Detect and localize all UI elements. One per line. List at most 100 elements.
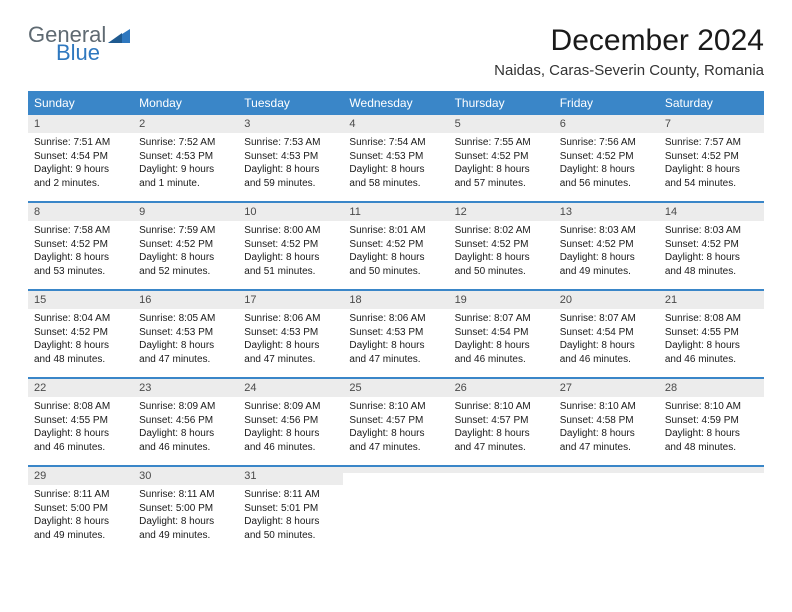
daylight-text: Daylight: 8 hours and 49 minutes.	[34, 515, 127, 542]
day-body: Sunrise: 7:58 AMSunset: 4:52 PMDaylight:…	[28, 221, 133, 284]
day-cell: 17Sunrise: 8:06 AMSunset: 4:53 PMDayligh…	[238, 291, 343, 377]
sunset-text: Sunset: 4:52 PM	[560, 238, 653, 252]
sunset-text: Sunset: 4:53 PM	[244, 326, 337, 340]
logo-blue-text: Blue	[56, 42, 130, 64]
sunset-text: Sunset: 4:55 PM	[665, 326, 758, 340]
day-cell: 6Sunrise: 7:56 AMSunset: 4:52 PMDaylight…	[554, 115, 659, 201]
day-cell: 9Sunrise: 7:59 AMSunset: 4:52 PMDaylight…	[133, 203, 238, 289]
sunset-text: Sunset: 4:52 PM	[560, 150, 653, 164]
daylight-text: Daylight: 8 hours and 46 minutes.	[139, 427, 232, 454]
day-number: 10	[238, 203, 343, 221]
daylight-text: Daylight: 8 hours and 54 minutes.	[665, 163, 758, 190]
sunrise-text: Sunrise: 7:58 AM	[34, 224, 127, 238]
day-body: Sunrise: 8:09 AMSunset: 4:56 PMDaylight:…	[133, 397, 238, 460]
day-number: 16	[133, 291, 238, 309]
sunrise-text: Sunrise: 7:55 AM	[455, 136, 548, 150]
day-cell: 3Sunrise: 7:53 AMSunset: 4:53 PMDaylight…	[238, 115, 343, 201]
sunrise-text: Sunrise: 7:54 AM	[349, 136, 442, 150]
sunrise-text: Sunrise: 8:07 AM	[560, 312, 653, 326]
sunset-text: Sunset: 4:52 PM	[455, 238, 548, 252]
sunset-text: Sunset: 5:01 PM	[244, 502, 337, 516]
day-body: Sunrise: 7:56 AMSunset: 4:52 PMDaylight:…	[554, 133, 659, 196]
day-number: 7	[659, 115, 764, 133]
week-row: 8Sunrise: 7:58 AMSunset: 4:52 PMDaylight…	[28, 203, 764, 291]
day-number: 2	[133, 115, 238, 133]
day-body: Sunrise: 8:10 AMSunset: 4:57 PMDaylight:…	[343, 397, 448, 460]
day-number: 15	[28, 291, 133, 309]
day-number: 4	[343, 115, 448, 133]
daylight-text: Daylight: 8 hours and 46 minutes.	[665, 339, 758, 366]
sunset-text: Sunset: 4:52 PM	[139, 238, 232, 252]
day-body	[343, 473, 448, 482]
day-number: 29	[28, 467, 133, 485]
sunset-text: Sunset: 4:58 PM	[560, 414, 653, 428]
day-number: 26	[449, 379, 554, 397]
sunrise-text: Sunrise: 8:09 AM	[244, 400, 337, 414]
daylight-text: Daylight: 8 hours and 47 minutes.	[244, 339, 337, 366]
day-body: Sunrise: 8:08 AMSunset: 4:55 PMDaylight:…	[28, 397, 133, 460]
sunset-text: Sunset: 4:56 PM	[139, 414, 232, 428]
day-body: Sunrise: 8:04 AMSunset: 4:52 PMDaylight:…	[28, 309, 133, 372]
day-number: 1	[28, 115, 133, 133]
day-cell: 24Sunrise: 8:09 AMSunset: 4:56 PMDayligh…	[238, 379, 343, 465]
week-row: 29Sunrise: 8:11 AMSunset: 5:00 PMDayligh…	[28, 467, 764, 553]
day-number: 25	[343, 379, 448, 397]
day-body: Sunrise: 7:54 AMSunset: 4:53 PMDaylight:…	[343, 133, 448, 196]
daylight-text: Daylight: 8 hours and 47 minutes.	[455, 427, 548, 454]
sunrise-text: Sunrise: 8:05 AM	[139, 312, 232, 326]
sunrise-text: Sunrise: 8:00 AM	[244, 224, 337, 238]
header: General Blue December 2024 Naidas, Caras…	[28, 24, 764, 79]
sunset-text: Sunset: 4:52 PM	[665, 238, 758, 252]
daylight-text: Daylight: 8 hours and 50 minutes.	[244, 515, 337, 542]
sunrise-text: Sunrise: 7:53 AM	[244, 136, 337, 150]
day-body	[659, 473, 764, 482]
sunset-text: Sunset: 4:53 PM	[244, 150, 337, 164]
day-body: Sunrise: 8:02 AMSunset: 4:52 PMDaylight:…	[449, 221, 554, 284]
week-row: 22Sunrise: 8:08 AMSunset: 4:55 PMDayligh…	[28, 379, 764, 467]
daylight-text: Daylight: 8 hours and 48 minutes.	[34, 339, 127, 366]
day-cell	[343, 467, 448, 553]
title-location: Naidas, Caras-Severin County, Romania	[494, 62, 764, 79]
day-number: 20	[554, 291, 659, 309]
day-body: Sunrise: 8:07 AMSunset: 4:54 PMDaylight:…	[554, 309, 659, 372]
day-body: Sunrise: 7:53 AMSunset: 4:53 PMDaylight:…	[238, 133, 343, 196]
day-body: Sunrise: 8:00 AMSunset: 4:52 PMDaylight:…	[238, 221, 343, 284]
sunrise-text: Sunrise: 8:11 AM	[139, 488, 232, 502]
week-row: 15Sunrise: 8:04 AMSunset: 4:52 PMDayligh…	[28, 291, 764, 379]
day-body: Sunrise: 8:10 AMSunset: 4:57 PMDaylight:…	[449, 397, 554, 460]
day-number: 8	[28, 203, 133, 221]
calendar: SundayMondayTuesdayWednesdayThursdayFrid…	[28, 91, 764, 553]
daylight-text: Daylight: 8 hours and 57 minutes.	[455, 163, 548, 190]
sunset-text: Sunset: 4:52 PM	[665, 150, 758, 164]
weekday-label: Saturday	[659, 91, 764, 115]
day-cell: 8Sunrise: 7:58 AMSunset: 4:52 PMDaylight…	[28, 203, 133, 289]
sunset-text: Sunset: 4:52 PM	[34, 326, 127, 340]
sunset-text: Sunset: 4:57 PM	[455, 414, 548, 428]
day-number: 13	[554, 203, 659, 221]
sunset-text: Sunset: 5:00 PM	[34, 502, 127, 516]
daylight-text: Daylight: 9 hours and 2 minutes.	[34, 163, 127, 190]
day-cell: 20Sunrise: 8:07 AMSunset: 4:54 PMDayligh…	[554, 291, 659, 377]
daylight-text: Daylight: 9 hours and 1 minute.	[139, 163, 232, 190]
day-cell: 31Sunrise: 8:11 AMSunset: 5:01 PMDayligh…	[238, 467, 343, 553]
sunrise-text: Sunrise: 8:02 AM	[455, 224, 548, 238]
day-cell: 12Sunrise: 8:02 AMSunset: 4:52 PMDayligh…	[449, 203, 554, 289]
day-number: 22	[28, 379, 133, 397]
title-month: December 2024	[494, 24, 764, 58]
day-cell: 30Sunrise: 8:11 AMSunset: 5:00 PMDayligh…	[133, 467, 238, 553]
sunset-text: Sunset: 4:56 PM	[244, 414, 337, 428]
sunset-text: Sunset: 4:52 PM	[34, 238, 127, 252]
day-number: 31	[238, 467, 343, 485]
day-cell: 2Sunrise: 7:52 AMSunset: 4:53 PMDaylight…	[133, 115, 238, 201]
sunset-text: Sunset: 4:59 PM	[665, 414, 758, 428]
daylight-text: Daylight: 8 hours and 51 minutes.	[244, 251, 337, 278]
sunset-text: Sunset: 4:52 PM	[455, 150, 548, 164]
day-number: 9	[133, 203, 238, 221]
day-body: Sunrise: 8:10 AMSunset: 4:58 PMDaylight:…	[554, 397, 659, 460]
sunrise-text: Sunrise: 8:10 AM	[560, 400, 653, 414]
day-number: 30	[133, 467, 238, 485]
daylight-text: Daylight: 8 hours and 50 minutes.	[349, 251, 442, 278]
day-body: Sunrise: 8:06 AMSunset: 4:53 PMDaylight:…	[343, 309, 448, 372]
daylight-text: Daylight: 8 hours and 48 minutes.	[665, 427, 758, 454]
day-cell: 11Sunrise: 8:01 AMSunset: 4:52 PMDayligh…	[343, 203, 448, 289]
